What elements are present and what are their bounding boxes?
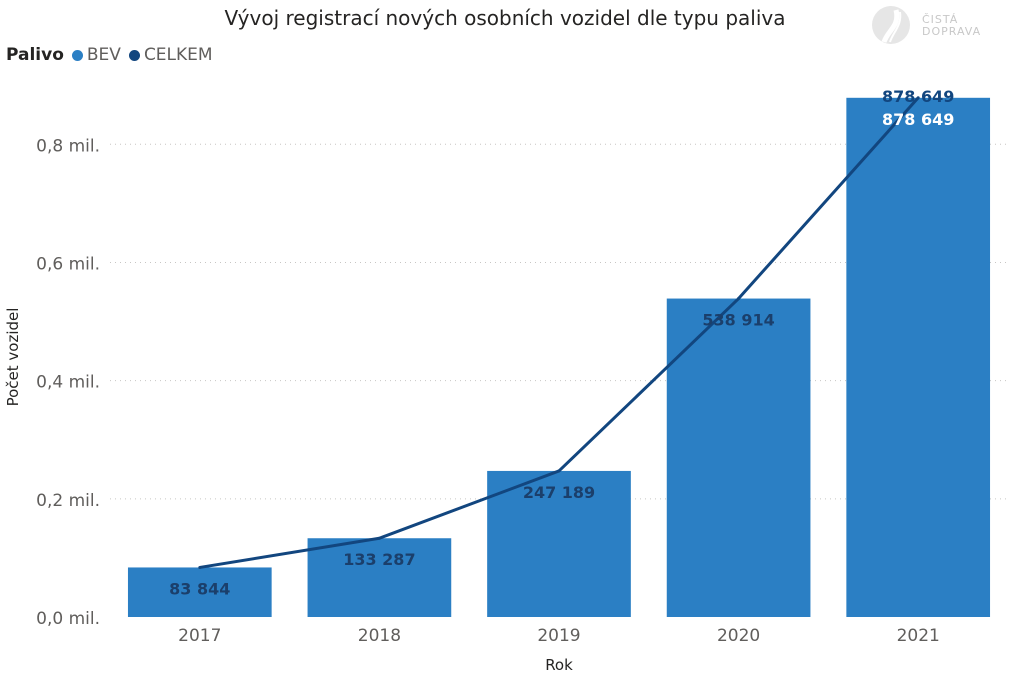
road-icon xyxy=(872,6,910,44)
y-tick-label: 0,4 mil. xyxy=(36,373,100,393)
line-data-label: 878 649 xyxy=(882,87,954,106)
y-axis-title: Počet vozidel xyxy=(4,308,22,407)
x-tick-label: 2017 xyxy=(178,626,221,646)
x-axis-title: Rok xyxy=(545,656,573,674)
legend-label-celkem: CELKEM xyxy=(143,45,213,65)
legend-dot-bev xyxy=(71,49,83,61)
bar-bev xyxy=(487,470,631,617)
chart-title: Vývoj registrací nových osobních vozidel… xyxy=(224,6,786,30)
bar-data-label: 83 844 xyxy=(169,579,230,598)
legend: Palivo BEV CELKEM xyxy=(6,45,221,65)
cista-doprava-logo: ČISTÁ DOPRAVA xyxy=(870,4,1000,46)
line-point-celkem xyxy=(737,297,741,301)
x-tick-label: 2018 xyxy=(358,626,401,646)
y-tick-label: 0,8 mil. xyxy=(36,136,100,156)
line-point-celkem xyxy=(198,565,202,569)
bar-bev xyxy=(307,538,452,617)
legend-dot-celkem xyxy=(128,49,140,61)
y-tick-label: 0,6 mil. xyxy=(36,254,100,274)
legend-item-bev[interactable]: BEV xyxy=(71,45,121,65)
bar-bev xyxy=(846,97,991,617)
bar-data-label: 538 914 xyxy=(702,311,774,330)
y-tick-label: 0,2 mil. xyxy=(36,491,100,511)
legend-item-celkem[interactable]: CELKEM xyxy=(128,45,213,65)
legend-title: Palivo xyxy=(6,45,64,65)
logo-line2: DOPRAVA xyxy=(922,25,982,38)
legend-label-bev: BEV xyxy=(86,45,121,65)
x-tick-label: 2019 xyxy=(537,626,580,646)
line-point-celkem xyxy=(557,469,561,473)
x-tick-label: 2021 xyxy=(897,626,940,646)
bar-data-label: 133 287 xyxy=(343,550,415,569)
bar-data-label: 247 189 xyxy=(523,483,595,502)
line-point-celkem xyxy=(377,536,381,540)
bar-bev xyxy=(127,567,272,617)
logo-line1: ČISTÁ xyxy=(922,13,959,26)
line-point-celkem xyxy=(916,96,920,100)
bar-bev xyxy=(666,298,811,617)
x-tick-label: 2020 xyxy=(717,626,760,646)
bar-data-label: 878 649 xyxy=(882,110,954,129)
y-tick-label: 0,0 mil. xyxy=(36,609,100,629)
